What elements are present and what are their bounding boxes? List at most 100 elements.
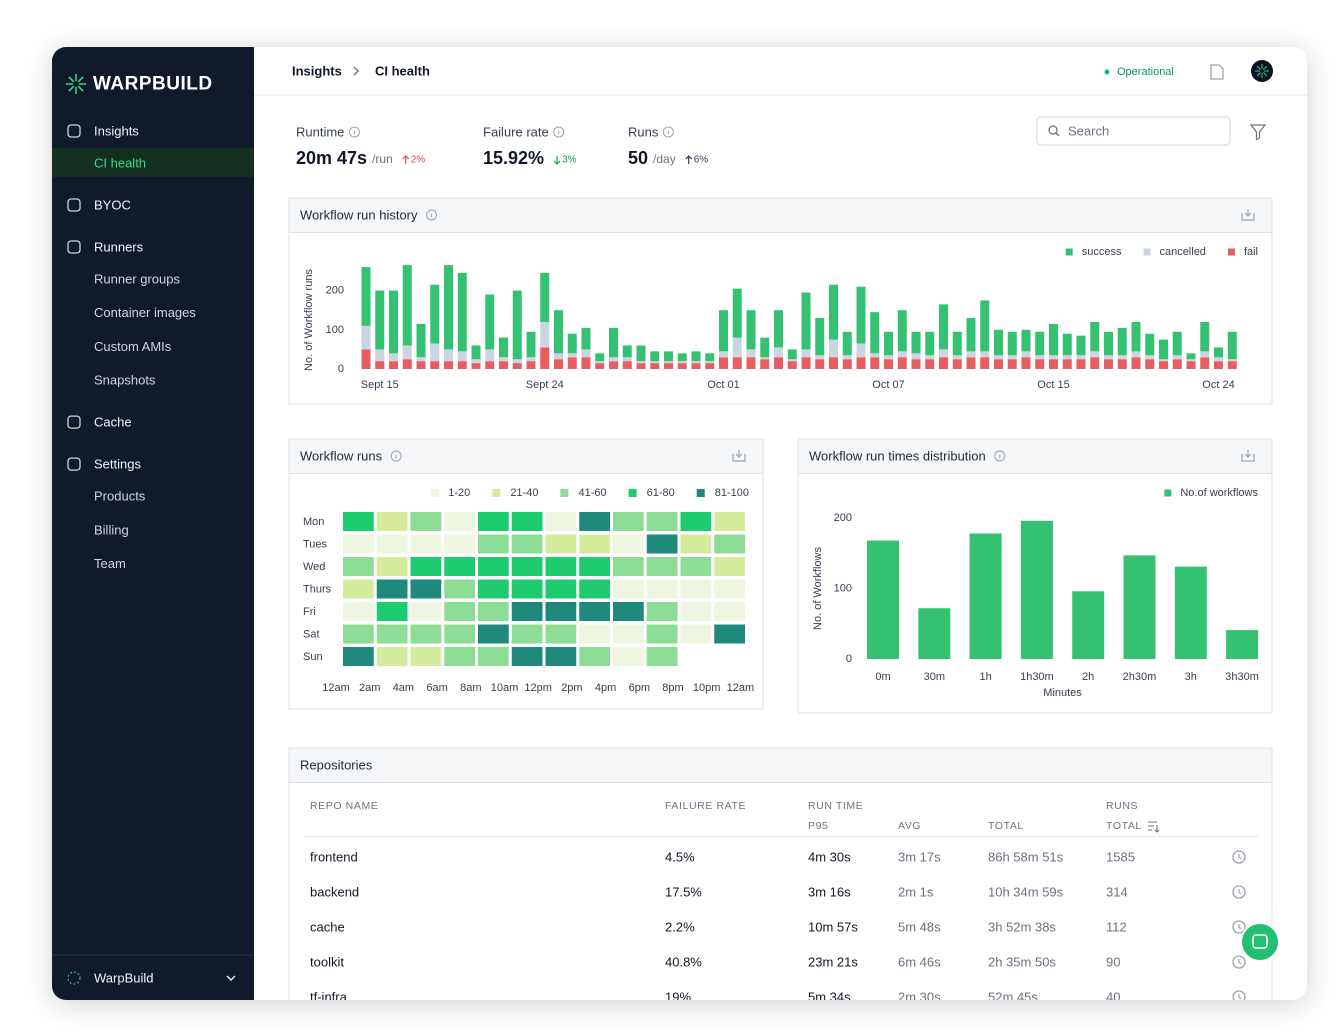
nav-subitem[interactable]: Snapshots — [94, 373, 156, 388]
heat-cell — [444, 647, 475, 666]
bar — [664, 351, 673, 361]
bar — [609, 357, 618, 361]
x-tick-label: 2h — [1082, 671, 1094, 683]
bar — [898, 310, 907, 351]
bar — [1035, 359, 1044, 369]
avatar[interactable] — [1251, 60, 1273, 82]
bar — [444, 349, 453, 361]
stat-value: 50 — [628, 148, 648, 168]
bar — [760, 359, 769, 369]
x-tick-label: Sept 24 — [526, 379, 564, 391]
nav-item[interactable]: Settings — [94, 457, 141, 472]
x-tick-label: Oct 01 — [707, 379, 739, 391]
legend-swatch — [430, 489, 438, 497]
nav-subitem[interactable]: Products — [94, 489, 146, 504]
table-cell: 40 — [1106, 990, 1120, 1001]
bar — [362, 349, 371, 369]
heat-cell — [411, 625, 442, 644]
bar — [540, 322, 549, 347]
bar — [1175, 567, 1207, 659]
nav-item[interactable]: Cache — [94, 415, 132, 430]
bar — [733, 357, 742, 369]
heat-cell — [444, 512, 475, 531]
bar — [970, 534, 1002, 659]
bar — [1145, 355, 1154, 359]
x-axis-label: Minutes — [1043, 687, 1082, 699]
row-label: Sat — [303, 629, 320, 641]
bar — [829, 357, 838, 369]
bar — [1228, 332, 1237, 359]
chat-button[interactable] — [1241, 923, 1279, 961]
nav-subitem[interactable]: Team — [94, 556, 126, 571]
heat-cell — [714, 512, 745, 531]
bar — [1145, 359, 1154, 369]
bar — [1118, 328, 1127, 355]
bar — [499, 357, 508, 361]
status-dot — [1105, 70, 1110, 75]
bar — [980, 357, 989, 369]
bar — [595, 361, 604, 363]
nav-subitem[interactable]: Runner groups — [94, 272, 180, 287]
heat-cell — [512, 625, 543, 644]
bar — [389, 353, 398, 361]
workspace-name[interactable]: WarpBuild — [94, 971, 153, 986]
stat-unit: /day — [653, 152, 676, 166]
bar — [1104, 359, 1113, 369]
column-subheader: P95 — [808, 820, 828, 832]
bar — [1008, 332, 1017, 356]
status[interactable]: Operational — [1117, 66, 1174, 78]
search-box[interactable] — [1037, 117, 1230, 145]
nav-subitem[interactable]: Custom AMIs — [94, 339, 172, 354]
bar — [472, 359, 481, 363]
bar — [595, 363, 604, 369]
doc-icon[interactable] — [1211, 65, 1223, 79]
x-tick-label: 10pm — [693, 682, 721, 694]
nav-subitem[interactable]: CI health — [94, 156, 146, 171]
nav-subitem[interactable]: Container images — [94, 305, 196, 320]
bar — [1077, 355, 1086, 359]
bar — [527, 332, 536, 357]
bar — [527, 357, 536, 361]
breadcrumb[interactable]: Insights — [292, 64, 342, 79]
bar — [912, 332, 921, 354]
bar — [994, 359, 1003, 369]
heat-cell — [546, 557, 577, 576]
bar — [870, 353, 879, 357]
bar — [623, 345, 632, 357]
bar — [513, 363, 522, 369]
x-tick-label: 4pm — [595, 682, 616, 694]
bar — [802, 357, 811, 369]
nav-item[interactable]: Insights — [94, 124, 139, 139]
trend-arrow — [554, 156, 560, 164]
nav-item[interactable]: BYOC — [94, 198, 131, 213]
column-subheader: AVG — [898, 820, 921, 832]
stat-label: Runtime — [296, 125, 344, 140]
legend-label: success — [1082, 246, 1122, 258]
heat-cell — [444, 625, 475, 644]
bar — [609, 361, 618, 369]
heat-cell — [579, 535, 610, 554]
bar — [829, 340, 838, 358]
heat-cell — [512, 602, 543, 621]
nav-subitem[interactable]: Billing — [94, 522, 129, 537]
legend-swatch — [629, 489, 637, 497]
bar — [760, 357, 769, 359]
bar — [692, 361, 701, 363]
y-tick-label: 0 — [846, 653, 852, 665]
bar — [582, 349, 591, 357]
heat-cell — [512, 580, 543, 599]
filter-icon[interactable] — [1251, 125, 1265, 140]
bar — [1214, 361, 1223, 369]
bar — [912, 359, 921, 369]
heat-cell — [411, 602, 442, 621]
bar — [692, 351, 701, 361]
table-cell: 1585 — [1106, 850, 1135, 865]
legend-swatch — [697, 489, 705, 497]
stat-change: 6% — [694, 155, 709, 166]
nav-item[interactable]: Runners — [94, 240, 144, 255]
legend-swatch — [1164, 490, 1171, 497]
bar — [1118, 355, 1127, 359]
bar — [554, 359, 563, 369]
bar — [898, 351, 907, 357]
x-tick-label: Oct 24 — [1202, 379, 1234, 391]
